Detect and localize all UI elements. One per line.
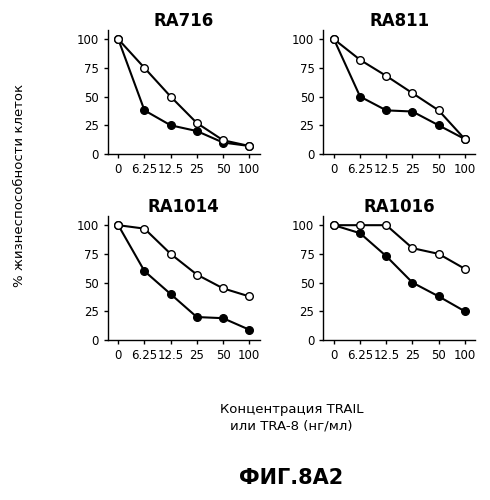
Title: RA1016: RA1016 xyxy=(364,198,435,216)
Title: RA1014: RA1014 xyxy=(148,198,220,216)
Text: Концентрация TRAIL
или TRA-8 (нг/мл): Концентрация TRAIL или TRA-8 (нг/мл) xyxy=(220,402,363,432)
Title: RA811: RA811 xyxy=(369,12,429,30)
Text: % жизнеспособности клеток: % жизнеспособности клеток xyxy=(13,84,26,286)
Title: RA716: RA716 xyxy=(153,12,214,30)
Text: ФИГ.8А2: ФИГ.8А2 xyxy=(240,468,343,487)
